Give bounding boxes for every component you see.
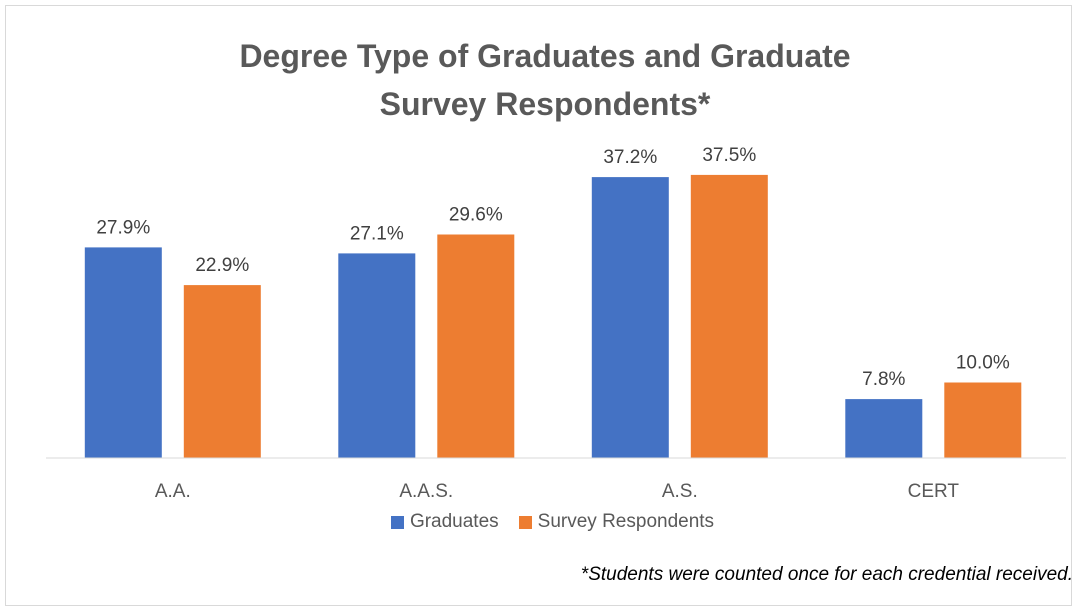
data-label-survey-respondents-cert: 10.0% (956, 353, 1010, 374)
chart-title: Degree Type of Graduates and Graduate Su… (0, 32, 1073, 128)
chart-title-line-1: Degree Type of Graduates and Graduate (239, 38, 851, 74)
legend-swatch-survey-respondents (518, 515, 532, 529)
data-label-survey-respondents-aa: 22.9% (195, 255, 249, 276)
chart-title-line-2: Survey Respondents* (379, 86, 711, 122)
legend-label-graduates: Graduates (409, 511, 499, 532)
data-label-graduates-as: 37.2% (603, 147, 657, 168)
data-labels-layer: 27.9% 22.9% 27.1% 29.6% 37.2% 37.5% 7.8% 10.0% (96, 145, 1009, 390)
bars-layer (84, 174, 1022, 458)
x-tick-labels-layer: A.A. A.A.S. A.S. CERT (155, 481, 960, 502)
legend: Graduates Survey Respondents (0, 511, 1073, 533)
legend-item-survey-respondents: Survey Respondents (518, 511, 715, 533)
bar-graduates-as (591, 177, 669, 458)
data-label-graduates-aas: 27.1% (350, 223, 404, 244)
bar-survey-respondents-as (690, 174, 768, 458)
bar-graduates-cert (845, 399, 923, 458)
bar-graduates-aa (84, 247, 162, 458)
x-tick-label-aa: A.A. (155, 481, 191, 502)
legend-swatch-graduates (390, 515, 404, 529)
x-tick-label-as: A.S. (662, 481, 698, 502)
data-label-survey-respondents-as: 37.5% (702, 145, 756, 166)
bar-survey-respondents-cert (944, 382, 1022, 458)
x-tick-label-cert: CERT (908, 481, 960, 502)
data-label-graduates-cert: 7.8% (862, 369, 905, 390)
legend-item-graduates: Graduates (390, 511, 499, 533)
x-tick-label-aas: A.A.S. (399, 481, 453, 502)
data-label-graduates-aa: 27.9% (96, 217, 150, 238)
footnote: *Students were counted once for each cre… (580, 564, 1073, 585)
data-label-survey-respondents-aas: 29.6% (449, 205, 503, 226)
bar-survey-respondents-aas (437, 234, 515, 458)
chart-frame (5, 5, 1072, 606)
legend-label-survey-respondents: Survey Respondents (537, 511, 715, 532)
bar-graduates-aas (338, 253, 416, 458)
bar-survey-respondents-aa (183, 285, 261, 458)
